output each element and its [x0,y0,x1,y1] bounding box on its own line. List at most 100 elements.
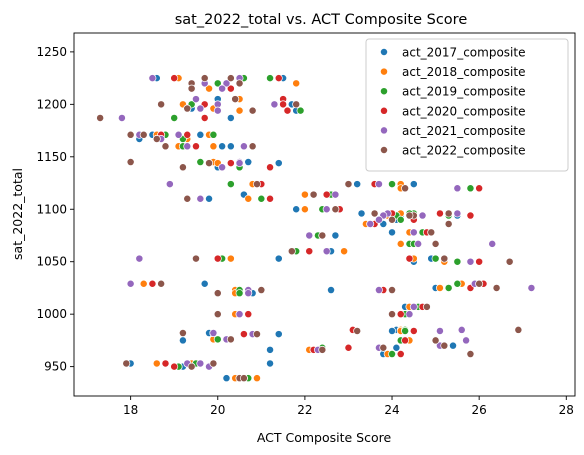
data-point [266,194,274,203]
data-point [466,350,475,358]
data-point [213,335,222,344]
y-axis-label: sat_2022_total [10,168,25,260]
data-point [235,289,244,298]
data-point [296,106,305,115]
data-point [209,142,218,151]
data-point [222,374,231,383]
data-point [375,215,383,224]
data-point [253,330,261,339]
data-point [527,283,536,292]
x-axis-label: ACT Composite Score [257,430,392,445]
data-point [388,180,396,189]
data-point [218,84,227,93]
data-point [388,350,396,358]
data-point [370,209,379,218]
data-point [270,100,279,109]
data-point [213,106,222,115]
data-point [422,302,431,311]
data-point [213,289,222,298]
data-point [331,190,340,199]
data-point [200,114,209,122]
data-point [322,190,331,199]
data-point [266,345,274,354]
data-point [187,84,196,93]
data-point [226,159,235,168]
data-point [409,228,418,237]
data-point [287,247,296,256]
x-tick-label: 28 [559,403,574,417]
data-point [196,130,205,139]
data-point [96,114,105,122]
data-point [218,142,227,151]
data-point [192,254,200,263]
data-point [305,247,314,256]
data-point [353,327,362,335]
data-point [148,279,157,288]
data-point [322,247,331,256]
data-point [453,257,462,266]
data-point [466,257,475,266]
data-point [226,74,235,83]
data-point [235,106,244,115]
data-point [135,254,144,263]
data-point [449,341,457,350]
data-point [392,343,401,352]
data-point [244,158,253,166]
data-point [405,254,414,263]
data-point [396,239,405,248]
data-point [409,302,418,311]
data-point [161,359,170,368]
data-point [248,106,257,115]
data-point [244,310,253,319]
data-point [139,279,148,288]
data-point [165,180,174,189]
data-point [300,190,309,199]
data-point [170,362,179,371]
data-point [375,180,383,189]
data-point [292,79,301,88]
data-point [274,74,283,83]
data-point [318,231,327,240]
data-point [148,74,157,83]
data-point [187,362,196,371]
data-point [157,279,166,288]
data-point [196,104,205,113]
data-point [161,142,170,151]
y-tick-label: 1150 [36,150,67,164]
data-point [466,184,475,193]
data-point [117,114,126,122]
legend-marker [380,126,388,135]
data-point [388,215,396,224]
data-point [457,325,466,334]
data-point [213,310,222,319]
data-point [126,130,135,139]
data-point [300,205,309,214]
data-point [505,257,514,266]
data-point [244,289,253,298]
data-point [409,180,418,189]
legend-marker [380,146,388,154]
data-point [435,327,444,335]
data-point [122,359,131,368]
data-point [475,279,484,288]
data-point [366,219,375,228]
legend-marker [380,87,388,96]
legend-label: act_2020_composite [402,104,525,118]
data-point [196,158,205,166]
data-point [292,205,301,214]
data-point [444,219,453,228]
data-point [226,84,235,93]
data-point [396,215,405,224]
x-tick-label: 20 [210,403,225,417]
data-point [279,100,288,109]
legend-marker [380,48,388,56]
y-tick-label: 1050 [36,255,67,269]
data-point [248,142,257,151]
series-act_2022_composite [96,74,523,383]
data-point [475,257,484,266]
data-point [435,283,444,292]
data-point [178,329,187,338]
data-point [331,231,340,240]
data-point [401,184,410,193]
